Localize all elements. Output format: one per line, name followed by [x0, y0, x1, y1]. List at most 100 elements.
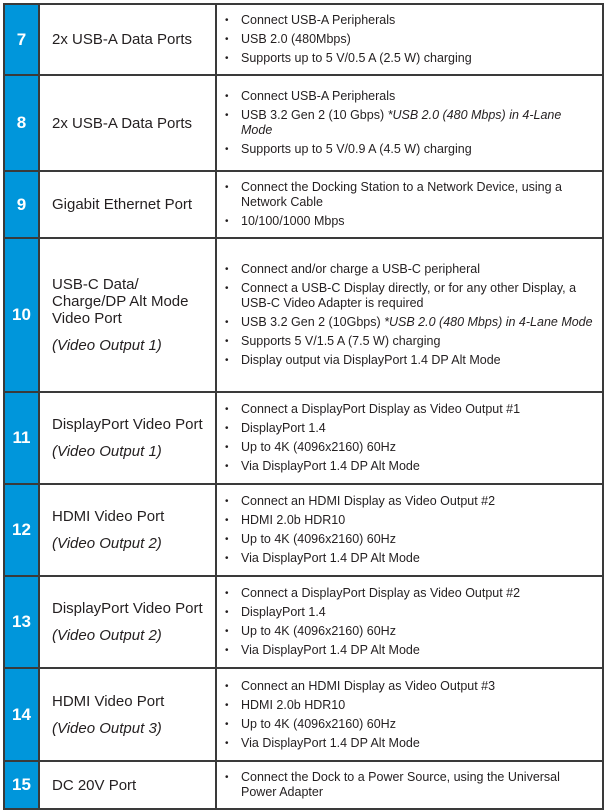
port-description: Connect USB-A Peripherals USB 3.2 Gen 2 (… [215, 74, 604, 172]
port-description: Connect and/or charge a USB-C peripheral… [215, 237, 604, 393]
feature-text: Connect a DisplayPort Display as Video O… [241, 402, 521, 416]
feature-item: Connect the Dock to a Power Source, usin… [225, 770, 596, 800]
feature-item: Supports 5 V/1.5 A (7.5 W) charging [225, 334, 596, 349]
port-name: DC 20V Port [52, 776, 137, 794]
feature-text: Supports up to 5 V/0.5 A (2.5 W) chargin… [241, 51, 472, 65]
port-name: USB-C Data/ Charge/DP Alt Mode Video Por… [52, 276, 189, 327]
feature-text: Up to 4K (4096x2160) 60Hz [241, 532, 396, 546]
video-output-label: (Video Output 2) [52, 535, 162, 552]
port-number: 12 [3, 483, 40, 577]
port-row: 14 HDMI Video Port (Video Output 3) Connect… [3, 667, 604, 762]
port-name-cell: Gigabit Ethernet Port [38, 170, 217, 239]
port-name-cell: HDMI Video Port (Video Output 2) [38, 483, 217, 577]
port-name-cell: DisplayPort Video Port (Video Output 2) [38, 575, 217, 669]
feature-text: Display output via DisplayPort 1.4 DP Al… [241, 353, 501, 367]
port-name-cell: 2x USB-A Data Ports [38, 74, 217, 172]
port-name: DisplayPort Video Port [52, 416, 203, 433]
feature-item: Connect an HDMI Display as Video Output … [225, 679, 596, 694]
feature-item: Up to 4K (4096x2160) 60Hz [225, 624, 596, 639]
feature-text: Connect and/or charge a USB-C peripheral [241, 262, 481, 276]
port-number: 9 [3, 170, 40, 239]
feature-item: Connect USB-A Peripherals [225, 89, 596, 104]
feature-item: Supports up to 5 V/0.5 A (2.5 W) chargin… [225, 51, 596, 66]
port-row: 7 2x USB-A Data Ports Connect USB-A Periph… [3, 3, 604, 76]
feature-text: Connect a DisplayPort Display as Video O… [241, 586, 521, 600]
feature-text: 10/100/1000 Mbps [241, 214, 345, 228]
feature-item: Up to 4K (4096x2160) 60Hz [225, 532, 596, 547]
feature-item: Connect a DisplayPort Display as Video O… [225, 402, 596, 417]
feature-text: Supports 5 V/1.5 A (7.5 W) charging [241, 334, 441, 348]
feature-text: Connect USB-A Peripherals [241, 89, 396, 103]
feature-item: Connect a DisplayPort Display as Video O… [225, 586, 596, 601]
video-output-label: (Video Output 3) [52, 719, 162, 737]
port-name-cell: DisplayPort Video Port (Video Output 1) [38, 391, 217, 485]
feature-item: USB 2.0 (480Mbps) [225, 32, 596, 47]
feature-text: Up to 4K (4096x2160) 60Hz [241, 440, 396, 454]
feature-text: Via DisplayPort 1.4 DP Alt Mode [241, 643, 420, 657]
port-name: DisplayPort Video Port [52, 600, 203, 617]
feature-text: HDMI 2.0b HDR10 [241, 697, 346, 712]
feature-item: HDMI 2.0b HDR10 [225, 513, 596, 528]
feature-item: Up to 4K (4096x2160) 60Hz [225, 717, 596, 732]
port-number: 7 [3, 3, 40, 76]
port-row: 9 Gigabit Ethernet Port Connect the Dockin… [3, 170, 604, 239]
port-description: Connect a DisplayPort Display as Video O… [215, 575, 604, 669]
feature-item: Connect the Docking Station to a Network… [225, 180, 596, 210]
port-number: 8 [3, 74, 40, 172]
feature-item: Up to 4K (4096x2160) 60Hz [225, 440, 596, 455]
feature-item: HDMI 2.0b HDR10 [225, 698, 596, 713]
feature-note: *USB 2.0 (480 Mbps) in 4-Lane Mode [384, 315, 593, 329]
feature-text: DisplayPort 1.4 [241, 605, 326, 619]
port-name: Gigabit Ethernet Port [52, 196, 193, 213]
port-name: 2x USB-A Data Ports [52, 31, 193, 48]
video-output-label: (Video Output 1) [52, 443, 162, 460]
port-number: 15 [3, 760, 40, 810]
feature-item: Connect an HDMI Display as Video Output … [225, 494, 596, 509]
feature-item: Via DisplayPort 1.4 DP Alt Mode [225, 736, 596, 751]
port-name-cell: 2x USB-A Data Ports [38, 3, 217, 76]
port-name-cell: HDMI Video Port (Video Output 3) [38, 667, 217, 762]
port-name: HDMI Video Port [52, 508, 165, 525]
feature-text: Up to 4K (4096x2160) 60Hz [241, 716, 396, 731]
port-row: 10 USB-C Data/ Charge/DP Alt Mode Video P… [3, 237, 604, 393]
port-row: 8 2x USB-A Data Ports Connect USB-A Periph… [3, 74, 604, 172]
feature-text: DisplayPort 1.4 [241, 421, 326, 435]
port-name-cell: DC 20V Port [38, 760, 217, 810]
port-number: 10 [3, 237, 40, 393]
port-description: Connect an HDMI Display as Video Output … [215, 483, 604, 577]
port-number: 13 [3, 575, 40, 669]
feature-item: USB 3.2 Gen 2 (10 Gbps) *USB 2.0 (480 Mb… [225, 108, 596, 138]
feature-text: USB 2.0 (480Mbps) [241, 32, 351, 46]
port-name: 2x USB-A Data Ports [52, 114, 193, 132]
port-description: Connect the Dock to a Power Source, usin… [215, 760, 604, 810]
feature-item: DisplayPort 1.4 [225, 421, 596, 436]
feature-text: Via DisplayPort 1.4 DP Alt Mode [241, 459, 420, 473]
port-row: 12 HDMI Video Port (Video Output 2) Connect… [3, 483, 604, 577]
feature-text: Connect a USB-C Display directly, or for… [241, 281, 577, 310]
port-row: 15 DC 20V Port Connect the Dock to a Power… [3, 760, 604, 810]
feature-item: 10/100/1000 Mbps [225, 214, 596, 229]
ports-table: 7 2x USB-A Data Ports Connect USB-A Periph… [3, 3, 604, 810]
feature-item: Connect a USB-C Display directly, or for… [225, 281, 596, 311]
feature-text: Connect USB-A Peripherals [241, 13, 396, 27]
feature-text: Via DisplayPort 1.4 DP Alt Mode [241, 551, 420, 565]
feature-item: Supports up to 5 V/0.9 A (4.5 W) chargin… [225, 142, 596, 157]
port-row: 13 DisplayPort Video Port (Video Output 2)… [3, 575, 604, 669]
feature-text: USB 3.2 Gen 2 (10Gbps) [241, 315, 385, 329]
port-description: Connect an HDMI Display as Video Output … [215, 667, 604, 762]
feature-text: Connect the Docking Station to a Network… [241, 180, 563, 209]
port-description: Connect the Docking Station to a Network… [215, 170, 604, 239]
feature-text: Via DisplayPort 1.4 DP Alt Mode [241, 735, 420, 750]
port-number: 11 [3, 391, 40, 485]
feature-text: HDMI 2.0b HDR10 [241, 513, 346, 527]
feature-item: Via DisplayPort 1.4 DP Alt Mode [225, 459, 596, 474]
video-output-label: (Video Output 2) [52, 627, 162, 644]
feature-item: Display output via DisplayPort 1.4 DP Al… [225, 353, 596, 368]
feature-note: *USB 2.0 (480 Mbps) in 4-Lane Mode [241, 108, 562, 137]
port-name: HDMI Video Port [52, 692, 165, 710]
feature-text: Up to 4K (4096x2160) 60Hz [241, 624, 396, 638]
feature-text: Supports up to 5 V/0.9 A (4.5 W) chargin… [241, 142, 472, 156]
port-description: Connect a DisplayPort Display as Video O… [215, 391, 604, 485]
port-name-cell: USB-C Data/ Charge/DP Alt Mode Video Por… [38, 237, 217, 393]
feature-item: Via DisplayPort 1.4 DP Alt Mode [225, 643, 596, 658]
